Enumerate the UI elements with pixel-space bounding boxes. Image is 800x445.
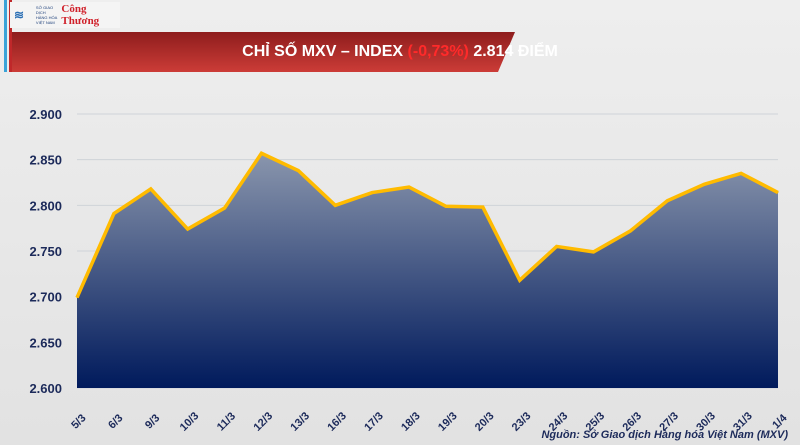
data-point [260, 152, 262, 154]
logo-brand: Công Thương [61, 3, 100, 27]
data-point [629, 230, 631, 232]
x-tick-label: 19/3 [436, 410, 460, 434]
decor-stripe-red [9, 0, 12, 72]
data-point [703, 183, 705, 185]
data-point [297, 170, 299, 172]
data-point [408, 186, 410, 188]
data-point [519, 279, 521, 281]
y-tick-label: 2.800 [29, 198, 62, 213]
y-tick-label: 2.900 [29, 107, 62, 122]
data-point [187, 228, 189, 230]
data-point [113, 213, 115, 215]
data-point [445, 205, 447, 207]
data-point [777, 192, 779, 194]
x-tick-label: 5/3 [69, 412, 88, 431]
x-tick-label: 11/3 [215, 410, 238, 433]
y-tick-label: 2.650 [29, 335, 62, 350]
data-point [593, 251, 595, 253]
title-prefix: CHỈ SỐ MXV – INDEX [242, 43, 408, 60]
logo-text: SỞ GIAO DỊCH HÀNG HÓA VIỆT NAM [35, 5, 58, 25]
y-tick-label: 2.750 [29, 244, 62, 259]
x-tick-label: 12/3 [252, 410, 276, 434]
x-tick-label: 20/3 [473, 410, 497, 434]
data-point [740, 172, 742, 174]
title-suffix: 2.814 ĐIỂM [468, 43, 558, 60]
data-point [334, 204, 336, 206]
x-tick-label: 18/3 [399, 410, 423, 434]
x-tick-label: 17/3 [362, 410, 386, 434]
x-tick-label: 9/3 [143, 412, 162, 431]
data-point [224, 207, 226, 209]
x-tick-label: 23/3 [510, 410, 534, 434]
mxv-logo-icon: ≋ [14, 8, 25, 22]
x-tick-label: 16/3 [325, 410, 349, 434]
y-tick-label: 2.700 [29, 290, 62, 305]
x-tick-label: 13/3 [288, 410, 312, 434]
title-change: (-0,73%) [407, 43, 469, 60]
data-point [76, 297, 78, 299]
data-point [666, 200, 668, 202]
source-note: Nguồn: Sở Giao dịch Hàng hóa Việt Nam (M… [541, 429, 788, 441]
data-point [556, 245, 558, 247]
data-point [371, 192, 373, 194]
x-tick-label: 6/3 [106, 412, 125, 431]
title-banner [12, 32, 515, 72]
chart-title: CHỈ SỐ MXV – INDEX (-0,73%) 2.814 ĐIỂM [0, 32, 800, 72]
decor-stripe-blue [4, 0, 7, 72]
y-tick-label: 2.850 [29, 153, 62, 168]
y-tick-label: 2.600 [29, 381, 62, 396]
x-tick-label: 10/3 [178, 410, 202, 434]
area-fill [77, 153, 778, 388]
data-point [482, 206, 484, 208]
series-line [75, 151, 779, 299]
logo: ≋ SỞ GIAO DỊCH HÀNG HÓA VIỆT NAM Công Th… [10, 2, 120, 28]
data-point [150, 188, 152, 190]
